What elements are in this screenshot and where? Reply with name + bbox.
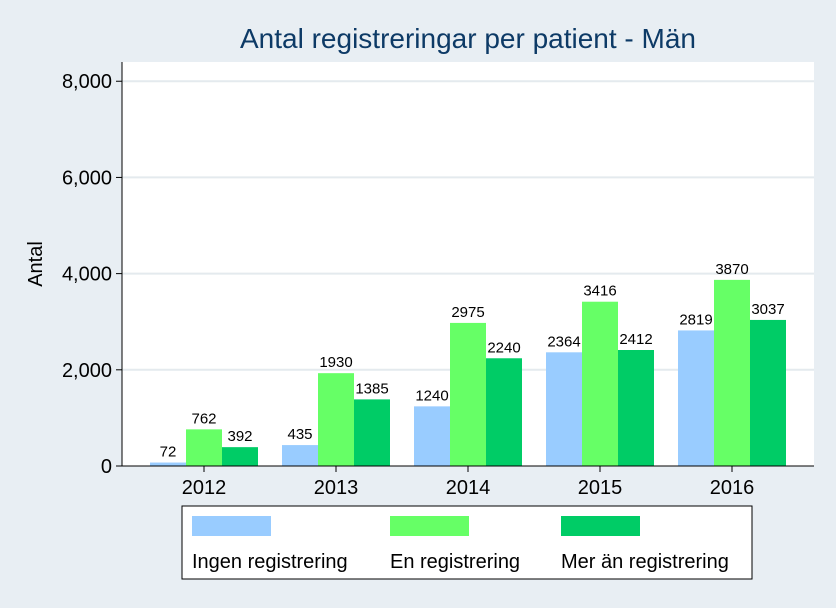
- bar-en-registrering-2013: [318, 373, 354, 466]
- legend-label-mer-an-registrering: Mer än registrering: [561, 551, 729, 573]
- legend-swatch-ingen-registrering: [192, 516, 271, 536]
- y-axis-label: Antal: [25, 241, 47, 287]
- bar-value-label: 3416: [583, 283, 616, 300]
- bar-en-registrering-2012: [186, 429, 222, 466]
- bar-en-registrering-2015: [582, 301, 618, 466]
- x-tick-label: 2015: [578, 477, 623, 499]
- y-tick-label: 0: [101, 456, 112, 478]
- legend-swatch-en-registrering: [390, 516, 469, 536]
- bar-value-label: 392: [227, 428, 252, 445]
- bar-value-label: 2240: [487, 339, 520, 356]
- bar-value-label: 2364: [547, 333, 580, 350]
- bar-mer-an-registrering-2012: [222, 447, 258, 466]
- bar-mer-an-registrering-2016: [750, 319, 786, 466]
- x-tick-label: 2013: [314, 477, 359, 499]
- bar-ingen-registrering-2014: [414, 406, 450, 466]
- bar-en-registrering-2014: [450, 322, 486, 466]
- legend-label-en-registrering: En registrering: [390, 551, 520, 573]
- x-tick-label: 2012: [182, 477, 227, 499]
- bar-mer-an-registrering-2013: [354, 399, 390, 466]
- bar-value-label: 2819: [679, 311, 712, 328]
- y-tick-label: 2,000: [62, 360, 112, 382]
- y-tick-label: 8,000: [62, 71, 112, 93]
- bar-ingen-registrering-2012: [150, 462, 186, 466]
- y-tick-label: 6,000: [62, 167, 112, 189]
- bar-mer-an-registrering-2015: [618, 349, 654, 466]
- bar-value-label: 1930: [319, 354, 352, 371]
- y-tick-label: 4,000: [62, 264, 112, 286]
- bar-value-label: 72: [160, 444, 177, 461]
- y-axis: 0 2,000 4,000 6,000 8,000: [62, 62, 123, 478]
- bar-value-label: 1385: [355, 380, 388, 397]
- legend-swatch-mer-an-registrering: [561, 516, 640, 536]
- legend-label-ingen-registrering: Ingen registrering: [192, 551, 348, 573]
- chart-title: Antal registreringar per patient - Män: [240, 23, 696, 54]
- bar-value-label: 1240: [415, 387, 448, 404]
- x-tick-label: 2014: [446, 477, 491, 499]
- bar-en-registrering-2016: [714, 279, 750, 466]
- bar-value-label: 3870: [715, 261, 748, 278]
- bars: [150, 279, 786, 466]
- bar-value-label: 2975: [451, 304, 484, 321]
- bar-ingen-registrering-2015: [546, 352, 582, 466]
- bar-ingen-registrering-2013: [282, 445, 318, 466]
- bar-value-label: 435: [287, 426, 312, 443]
- legend: Ingen registrering En registrering Mer ä…: [181, 505, 753, 580]
- x-axis: 2012 2013 2014 2015 2016: [122, 465, 814, 499]
- x-tick-label: 2016: [710, 477, 755, 499]
- bar-value-label: 2412: [619, 331, 652, 348]
- bar-value-label: 3037: [751, 301, 784, 318]
- bar-value-label: 762: [191, 410, 216, 427]
- bar-ingen-registrering-2016: [678, 330, 714, 466]
- bar-mer-an-registrering-2014: [486, 358, 522, 466]
